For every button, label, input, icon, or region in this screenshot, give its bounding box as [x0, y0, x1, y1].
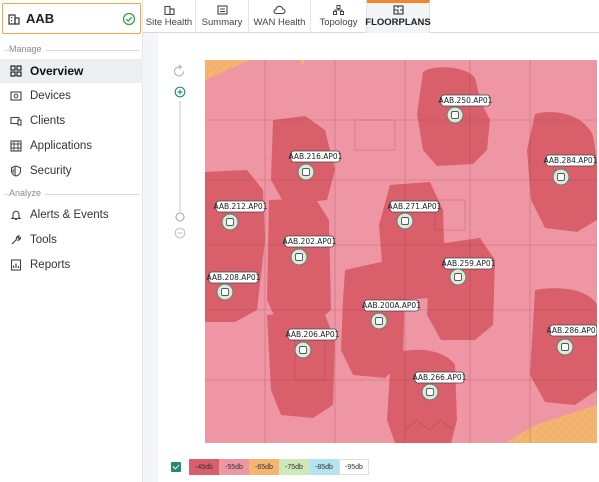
legend-item[interactable]: -55db [219, 459, 249, 475]
sidebar-item-clients[interactable]: Clients [0, 109, 143, 133]
sidebar-item-label: Clients [30, 115, 66, 127]
signal-legend: -45db -55db -65db -75db -85db -95db [171, 459, 369, 475]
bell-icon [10, 210, 22, 221]
tab-site-health[interactable]: Site Health [143, 0, 196, 33]
sidebar-item-label: Security [30, 165, 72, 177]
applications-icon [10, 140, 22, 152]
cloud-icon [273, 5, 286, 15]
zoom-slider-handle[interactable] [175, 212, 185, 222]
svg-text:AAB.266.AP01: AAB.266.AP01 [413, 373, 467, 382]
svg-text:AAB.208.AP01: AAB.208.AP01 [207, 273, 261, 282]
svg-text:AAB.284.AP01: AAB.284.AP01 [544, 156, 597, 165]
svg-text:AAB.202.AP01: AAB.202.AP01 [283, 237, 337, 246]
reports-icon [10, 259, 22, 271]
tab-summary[interactable]: Summary [196, 0, 249, 33]
access-point[interactable]: AAB.271.AP01 [388, 200, 442, 230]
svg-text:AAB.200A.AP01: AAB.200A.AP01 [362, 301, 421, 310]
legend-item[interactable]: -95db [339, 459, 369, 475]
sidebar-item-label: Tools [30, 234, 57, 246]
wrench-icon [11, 235, 22, 245]
sidebar: AAB Manage Overview Devices Clients Appl… [0, 0, 143, 482]
access-point[interactable]: AAB.259.AP01 [442, 257, 496, 286]
access-point[interactable]: AAB.206.AP01 [286, 328, 340, 359]
floorplan-heatmap[interactable]: AAB.250.AP01 AAB.216.AP01 AAB.284.AP01 A… [205, 60, 597, 443]
sidebar-item-alerts-events[interactable]: Alerts & Events [0, 203, 143, 227]
legend-item[interactable]: -85db [309, 459, 339, 475]
legend-checkbox[interactable] [171, 462, 181, 472]
legend-item[interactable]: -65db [249, 459, 279, 475]
access-point[interactable]: AAB.286.AP01 [547, 324, 597, 356]
tab-wan-health[interactable]: WAN Health [249, 0, 311, 33]
access-point[interactable]: AAB.208.AP01 [207, 271, 261, 301]
svg-text:AAB.250.AP01: AAB.250.AP01 [439, 96, 493, 105]
access-point[interactable]: AAB.216.AP01 [289, 150, 343, 181]
svg-text:AAB.206.AP01: AAB.206.AP01 [286, 330, 340, 339]
sidebar-item-overview[interactable]: Overview [0, 59, 143, 83]
svg-text:AAB.259.AP01: AAB.259.AP01 [442, 259, 496, 268]
building-icon [8, 13, 20, 25]
sidebar-item-reports[interactable]: Reports [0, 253, 143, 277]
section-analyze: Analyze [0, 188, 143, 200]
sidebar-item-label: Devices [30, 90, 71, 102]
tab-bar: Site Health Summary WAN Health Topology … [143, 0, 599, 33]
legend-item[interactable]: -45db [189, 459, 219, 475]
svg-text:AAB.286.AP01: AAB.286.AP01 [547, 326, 597, 335]
tab-floorplans[interactable]: FLOORPLANS [365, 0, 431, 33]
sidebar-item-applications[interactable]: Applications [0, 134, 143, 158]
zoom-controls [173, 64, 186, 239]
access-point[interactable]: AAB.202.AP01 [283, 235, 337, 266]
section-manage: Manage [0, 44, 143, 56]
zoom-out-icon[interactable] [174, 227, 186, 239]
svg-text:AAB.212.AP01: AAB.212.AP01 [214, 202, 268, 211]
legend-item[interactable]: -75db [279, 459, 309, 475]
reset-icon[interactable] [173, 64, 185, 77]
site-name: AAB [26, 11, 55, 26]
grid-icon [10, 65, 22, 77]
access-point[interactable]: AAB.250.AP01 [439, 94, 493, 124]
site-selector[interactable]: AAB [2, 3, 141, 34]
sidebar-item-security[interactable]: Security [0, 159, 143, 183]
svg-text:AAB.271.AP01: AAB.271.AP01 [388, 202, 442, 211]
sidebar-item-label: Alerts & Events [30, 209, 109, 221]
floorplan-icon [392, 5, 404, 15]
access-point[interactable]: AAB.266.AP01 [413, 371, 467, 401]
check-circle-icon [122, 12, 136, 26]
svg-text:AAB.216.AP01: AAB.216.AP01 [289, 152, 343, 161]
tab-topology[interactable]: Topology [311, 0, 367, 33]
topology-icon [333, 5, 344, 15]
sidebar-item-label: Applications [30, 140, 93, 152]
clients-icon [10, 116, 22, 126]
sidebar-item-tools[interactable]: Tools [0, 228, 143, 252]
shield-icon [10, 165, 22, 177]
sidebar-item-devices[interactable]: Devices [0, 84, 143, 108]
building-icon [163, 5, 175, 15]
access-point[interactable]: AAB.200A.AP01 [362, 299, 421, 330]
sidebar-item-label: Reports [30, 259, 71, 271]
zoom-in-icon[interactable] [174, 86, 186, 98]
devices-icon [10, 91, 22, 101]
sidebar-item-label: Overview [30, 64, 84, 78]
access-point[interactable]: AAB.212.AP01 [214, 200, 268, 231]
access-point[interactable]: AAB.284.AP01 [544, 154, 597, 186]
summary-icon [216, 5, 228, 15]
